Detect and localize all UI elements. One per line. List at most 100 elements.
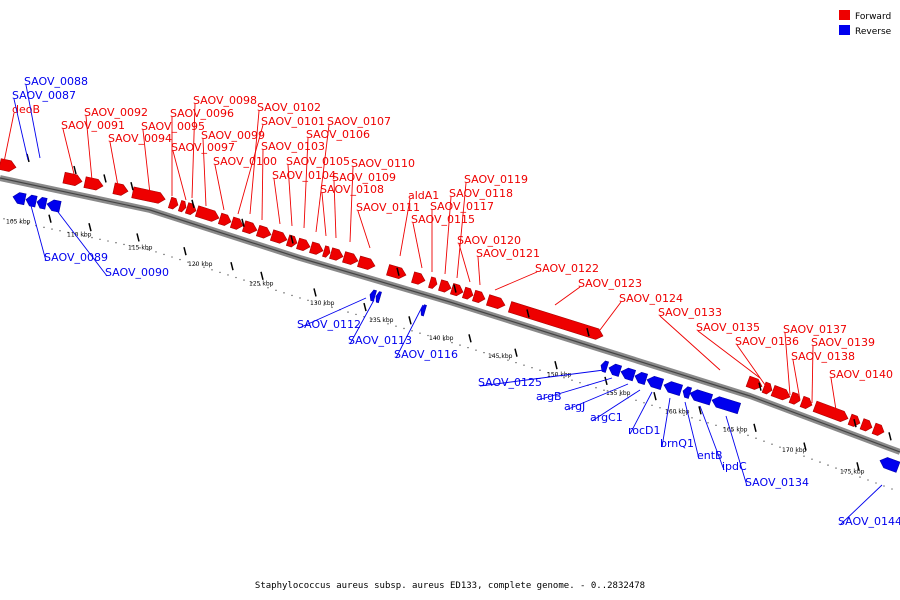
forward-gene-4 xyxy=(131,186,166,204)
reverse-gene-label-1: SAOV_0088 xyxy=(24,75,88,88)
forward-gene-26 xyxy=(461,286,474,300)
forward-gene-25 xyxy=(449,283,464,297)
tick-mark-31 xyxy=(856,462,860,471)
ruler-dot xyxy=(99,238,101,241)
forward-gene-8 xyxy=(194,205,220,222)
forward-gene-label-18: SAOV_0109 xyxy=(332,171,396,184)
leader-line-r16 xyxy=(839,484,883,526)
ruler-dot xyxy=(179,258,181,261)
ruler-dot xyxy=(891,488,893,490)
ruler-dot xyxy=(843,470,845,472)
tick-mark-27 xyxy=(653,392,657,401)
ruler-dot xyxy=(427,334,429,337)
ruler-dot xyxy=(763,440,765,442)
reverse-gene-14 xyxy=(689,389,714,406)
forward-gene-label-22: SAOV_0115 xyxy=(411,213,475,226)
ruler-dot xyxy=(59,230,61,232)
reverse-gene-13 xyxy=(682,386,693,399)
ruler-dot xyxy=(355,313,357,316)
forward-gene-label-34: SAOV_0137 xyxy=(783,323,847,336)
ruler-dot xyxy=(227,274,229,276)
leader-line-r9 xyxy=(565,383,629,411)
ruler-dot xyxy=(499,356,501,359)
legend-label-forward: Forward xyxy=(855,12,891,22)
ruler-dot xyxy=(51,228,53,230)
tick-mark-29 xyxy=(753,423,757,433)
forward-gene-label-14: SAOV_0105 xyxy=(286,155,350,168)
tick-mark-6 xyxy=(290,235,294,244)
leader-line-r3 xyxy=(57,211,108,277)
ruler-dot xyxy=(875,482,877,484)
reverse-gene-label-3: SAOV_0090 xyxy=(105,266,169,279)
ruler-dot xyxy=(683,414,685,417)
reverse-gene-2 xyxy=(36,197,48,210)
ruler-dot xyxy=(747,434,749,437)
tick-mark-12 xyxy=(853,419,857,428)
ruler-tick-label-5: 130 kbp xyxy=(310,300,335,307)
reverse-gene-label-2: SAOV_0089 xyxy=(44,251,108,264)
forward-gene-22 xyxy=(411,271,426,285)
ruler-dot xyxy=(531,366,533,369)
reverse-gene-label-12: brnQ1 xyxy=(660,437,694,450)
tick-mark-14 xyxy=(48,214,52,223)
leader-line-f31 xyxy=(659,315,721,371)
ruler-dot xyxy=(723,427,725,429)
leader-line-f13 xyxy=(273,178,281,225)
forward-gene-35 xyxy=(812,400,849,422)
forward-gene-label-31: SAOV_0133 xyxy=(658,306,722,319)
ruler-dot xyxy=(451,341,453,344)
forward-gene-37 xyxy=(859,418,873,432)
forward-gene-label-28: SAOV_0122 xyxy=(535,262,599,275)
ruler-dot xyxy=(811,458,813,460)
ruler-dot xyxy=(827,464,829,466)
leader-line-f34 xyxy=(784,332,791,396)
tick-mark-10 xyxy=(586,328,590,337)
leader-line-f10 xyxy=(237,124,264,215)
leader-line-f12 xyxy=(261,149,264,221)
reverse-gene-16 xyxy=(879,457,900,473)
forward-gene-label-12: SAOV_0103 xyxy=(261,140,325,153)
forward-gene-6 xyxy=(177,199,187,213)
ruler-dot xyxy=(539,369,541,371)
ruler-dot xyxy=(691,417,693,419)
leader-line-f15 xyxy=(303,137,309,229)
reverse-gene-label-14: ipdC xyxy=(722,460,747,473)
legend-label-reverse: Reverse xyxy=(855,27,892,37)
ruler-dot xyxy=(467,346,469,349)
ruler-dot xyxy=(147,248,149,251)
ruler-dot xyxy=(731,429,733,432)
tick-mark-17 xyxy=(183,247,187,256)
ruler-dot xyxy=(699,419,701,422)
tick-mark-16 xyxy=(136,233,140,242)
ruler-dot xyxy=(619,394,621,396)
ruler-dot xyxy=(435,337,437,339)
ruler-tick-label-1: 110 kbp xyxy=(67,231,92,238)
ruler-dot xyxy=(3,218,5,220)
leader-line-f37 xyxy=(830,377,837,411)
ruler-dot xyxy=(251,281,253,284)
ruler-dot xyxy=(635,399,637,401)
leader-line-f4 xyxy=(142,129,151,195)
leader-line-f33 xyxy=(736,344,771,393)
forward-gene-11 xyxy=(241,220,258,234)
ruler-dot xyxy=(411,330,413,332)
leader-line-f2 xyxy=(85,115,93,181)
forward-gene-label-33: SAOV_0136 xyxy=(735,335,799,348)
ruler-dot xyxy=(131,245,133,247)
reverse-gene-label-8: argB xyxy=(536,390,562,403)
forward-gene-label-4: SAOV_0095 xyxy=(141,120,205,133)
ruler-dot xyxy=(771,443,773,445)
reverse-gene-label-4: SAOV_0112 xyxy=(297,318,361,331)
ruler-tick-label-11: 160 kbp xyxy=(665,408,690,415)
leader-line-r5 xyxy=(349,299,375,345)
ruler-tick-label-3: 120 kbp xyxy=(188,261,213,268)
ruler-dot xyxy=(219,271,221,274)
forward-gene-2 xyxy=(83,176,104,191)
tick-mark-24 xyxy=(514,348,518,357)
ruler-dot xyxy=(395,325,397,327)
leader-line-r12 xyxy=(661,397,671,448)
ruler-dot xyxy=(67,231,69,234)
ruler-dot xyxy=(739,432,741,434)
forward-gene-32 xyxy=(770,385,791,401)
reverse-gene-label-15: SAOV_0134 xyxy=(745,476,809,489)
